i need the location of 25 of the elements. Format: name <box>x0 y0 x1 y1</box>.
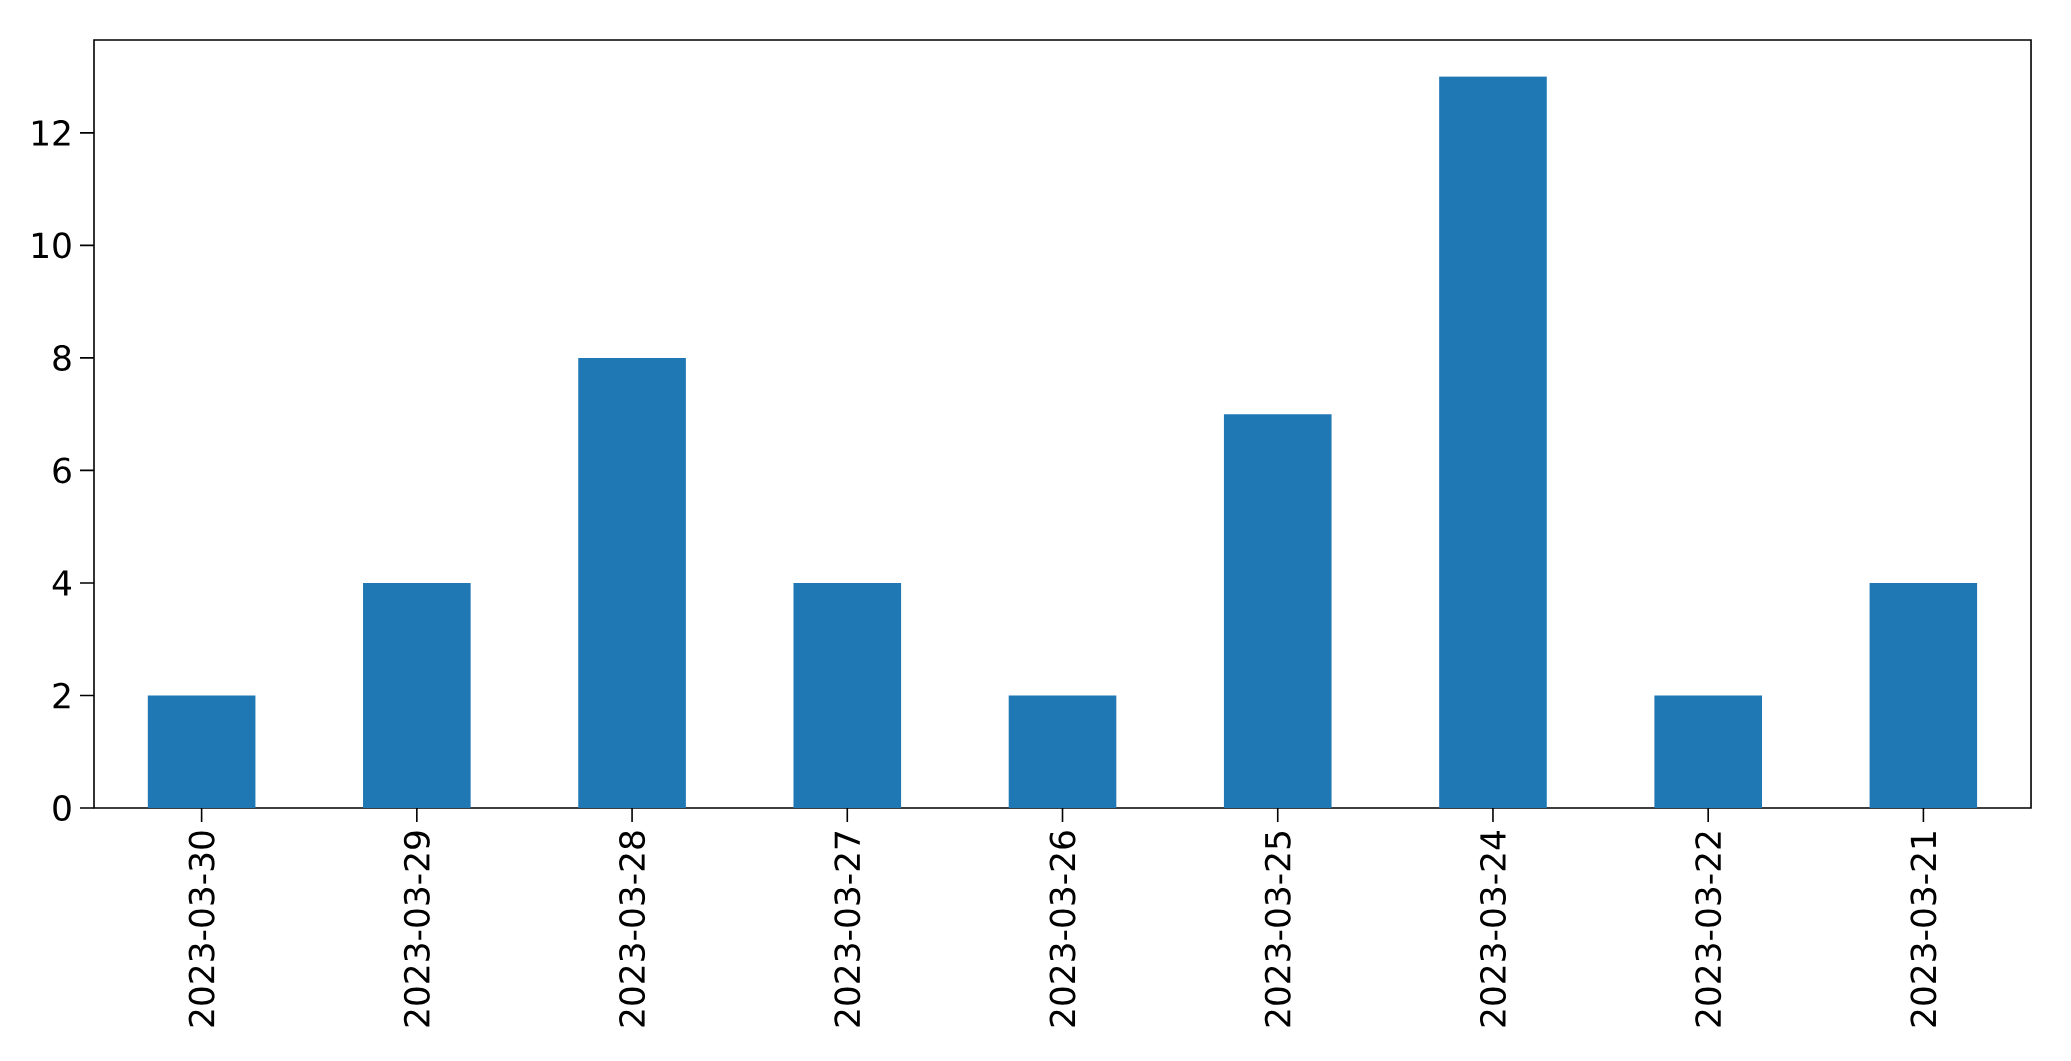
x-tick-label: 2023-03-22 <box>1695 832 1722 1027</box>
bar <box>1869 582 1978 808</box>
bar <box>1223 414 1332 808</box>
bar <box>147 695 256 808</box>
bar <box>1008 695 1117 808</box>
y-tick-label: 4 <box>52 570 71 596</box>
y-tick-label: 10 <box>32 232 71 259</box>
y-tick-label: 0 <box>53 794 71 822</box>
bar <box>793 582 902 808</box>
x-tick-label: 2023-03-24 <box>1479 831 1506 1027</box>
x-tick-label: 2023-03-21 <box>1910 832 1937 1027</box>
bar <box>1439 76 1547 808</box>
x-tick-label: 2023-03-30 <box>188 831 215 1027</box>
y-tick-label: 2 <box>53 682 70 709</box>
bar <box>578 357 686 808</box>
y-tick-label: 6 <box>53 457 71 484</box>
x-tick-label: 2023-03-25 <box>1264 832 1291 1027</box>
x-tick-label: 2023-03-28 <box>619 831 646 1027</box>
bar <box>1654 695 1762 808</box>
y-tick-label: 12 <box>32 120 70 146</box>
bar <box>363 582 471 808</box>
x-tick-label: 2023-03-27 <box>834 832 861 1027</box>
x-tick-label: 2023-03-26 <box>1049 831 1076 1027</box>
x-tick-label: 2023-03-29 <box>403 831 430 1027</box>
y-tick-label: 8 <box>53 344 71 371</box>
